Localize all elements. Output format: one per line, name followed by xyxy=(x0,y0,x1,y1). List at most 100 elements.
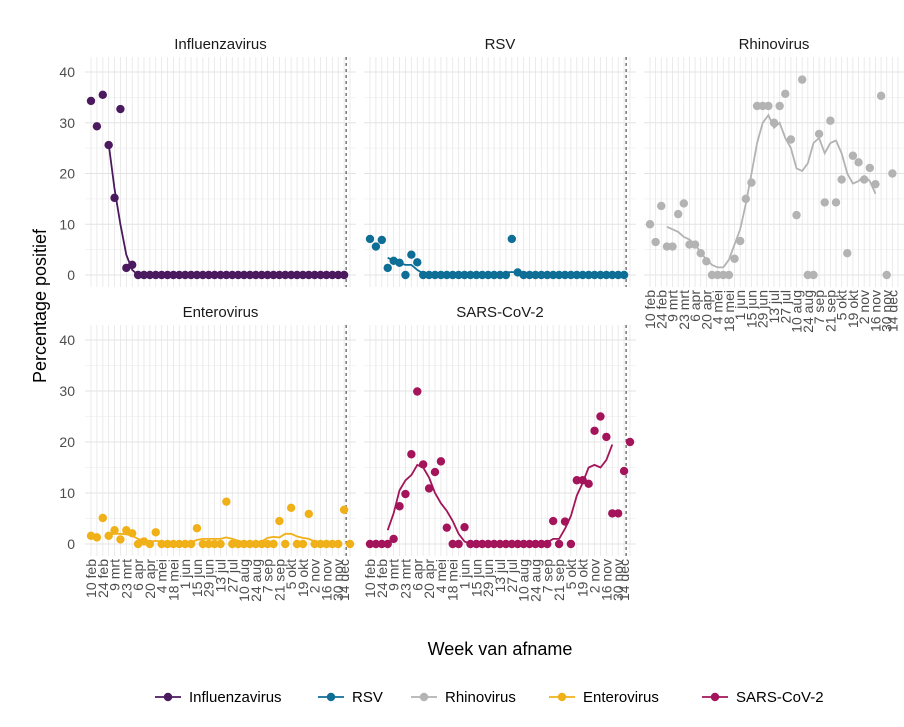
data-point xyxy=(537,539,546,549)
data-point xyxy=(495,539,505,549)
x-tick-label: 2 nov xyxy=(856,290,872,324)
data-point xyxy=(116,104,125,114)
data-point xyxy=(507,539,517,549)
data-point xyxy=(334,539,343,549)
data-point xyxy=(572,270,582,280)
data-point xyxy=(316,270,325,280)
data-point xyxy=(442,270,452,280)
data-point xyxy=(590,270,599,280)
x-tick-label: 24 feb xyxy=(374,559,390,598)
data-point xyxy=(322,539,331,549)
data-point xyxy=(865,163,875,173)
x-tick-label: 5 okt xyxy=(563,559,579,589)
data-point xyxy=(525,270,534,280)
data-point xyxy=(430,467,440,477)
legend-label: SARS-CoV-2 xyxy=(736,689,824,706)
legend-key-point xyxy=(163,692,173,702)
data-point xyxy=(613,509,623,518)
x-tick-label: 10 feb xyxy=(362,559,378,598)
data-point xyxy=(233,270,243,280)
data-point xyxy=(436,457,446,466)
x-tick-label: 1 jun xyxy=(732,290,748,320)
panel-plot-area xyxy=(364,325,636,556)
data-point xyxy=(843,248,852,258)
data-point xyxy=(292,539,302,549)
data-point xyxy=(286,503,296,512)
data-point xyxy=(572,476,582,485)
data-point xyxy=(233,539,243,549)
legend-key-point xyxy=(710,692,720,702)
data-point xyxy=(286,270,296,280)
data-point xyxy=(407,250,416,259)
data-point xyxy=(543,270,552,280)
data-point xyxy=(275,270,284,280)
data-point xyxy=(269,270,278,280)
legend-label: Enterovirus xyxy=(583,689,659,706)
data-point xyxy=(210,270,219,280)
x-tick-label: 27 jul xyxy=(777,290,793,323)
x-tick-label: 5 okt xyxy=(834,290,850,320)
data-point xyxy=(741,194,751,204)
data-point xyxy=(275,516,284,526)
data-point xyxy=(151,270,160,280)
data-point xyxy=(418,270,428,280)
data-point xyxy=(814,129,824,139)
data-point xyxy=(128,529,137,538)
legend-item: Influenzavirus xyxy=(155,689,282,706)
data-point xyxy=(775,101,784,111)
data-point xyxy=(345,539,355,549)
data-point xyxy=(180,539,190,549)
data-point xyxy=(92,533,102,542)
legend-key-point xyxy=(557,692,567,702)
data-point xyxy=(478,539,487,549)
x-tick-label: 15 jun xyxy=(468,559,484,597)
x-tick-label: 10 aug xyxy=(236,559,252,602)
legend-key-point xyxy=(326,692,336,702)
data-point xyxy=(619,270,629,280)
data-point xyxy=(395,502,404,511)
x-tick-label: 16 nov xyxy=(867,290,883,332)
data-point xyxy=(180,270,190,280)
y-tick-label: 0 xyxy=(67,267,75,283)
data-point xyxy=(413,258,422,267)
data-point xyxy=(198,539,208,549)
data-point xyxy=(454,539,463,549)
x-tick-label: 10 feb xyxy=(83,559,99,598)
data-point xyxy=(257,539,266,549)
data-point xyxy=(192,270,202,280)
data-point xyxy=(735,236,745,246)
data-point xyxy=(489,539,499,549)
data-point xyxy=(401,270,410,280)
data-point xyxy=(792,210,801,220)
x-tick-label: 14 dec xyxy=(616,559,632,601)
x-tick-label: 14 dec xyxy=(336,559,352,601)
x-tick-label: 13 jul xyxy=(492,559,508,592)
x-axis-title: Week van afname xyxy=(428,639,573,659)
legend: Influenzavirus RSV Rhinovirus Enterovirus SA… xyxy=(155,689,824,706)
data-point xyxy=(175,539,184,549)
y-tick-label: 20 xyxy=(59,166,75,182)
data-point xyxy=(365,539,375,549)
data-point xyxy=(537,270,546,280)
y-tick-label: 30 xyxy=(59,383,75,399)
x-tick-label: 21 sep xyxy=(551,559,567,601)
data-point xyxy=(377,539,387,549)
data-point xyxy=(848,151,858,160)
data-point xyxy=(602,270,611,280)
data-point xyxy=(460,522,469,532)
data-point xyxy=(228,270,237,280)
data-point xyxy=(424,270,434,280)
data-point xyxy=(769,118,779,127)
x-tick-label: 18 mei xyxy=(721,290,737,332)
x-tick-label: 24 feb xyxy=(653,290,669,329)
data-point xyxy=(257,270,266,280)
x-tick-label: 9 mrt xyxy=(386,559,402,591)
panel-title: Enterovirus xyxy=(183,304,259,321)
data-point xyxy=(110,526,119,535)
data-point xyxy=(98,90,107,100)
data-point xyxy=(245,270,255,280)
data-point xyxy=(466,539,475,549)
legend-key-point xyxy=(419,692,429,702)
data-point xyxy=(608,509,617,518)
